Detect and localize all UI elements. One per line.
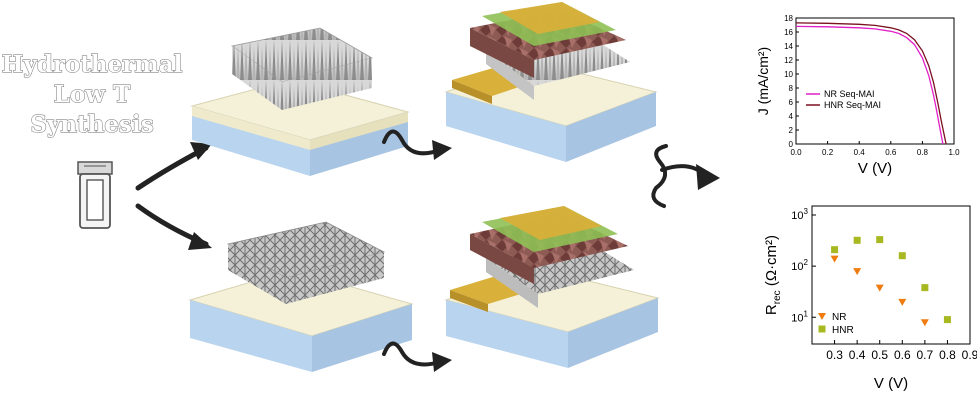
- jv-x-tick-label: 0.0: [790, 148, 802, 157]
- arrow-to-charts: [651, 144, 720, 208]
- jv-y-axis-label: J (mA/cm²): [755, 47, 771, 115]
- jv-y-tick-label: 0: [789, 140, 794, 149]
- rrec-x-tick-label: 0.3: [826, 348, 843, 362]
- jv-curve-chart: 0.0 0.2 0.4 0.6 0.8 1.0 0 2 4 6 8 10 12 14 16 18 NR Seq…: [755, 14, 960, 177]
- autoclave-icon: [77, 161, 113, 229]
- rrec-point-hnr: [818, 325, 826, 333]
- rrec-point-nr: [818, 313, 826, 320]
- rrec-x-tick-label: 0.4: [849, 348, 866, 362]
- rrec-point-hnr: [853, 236, 861, 244]
- jv-y-tick-label: 8: [789, 84, 794, 93]
- arrow-bottom-stage: [382, 341, 452, 372]
- rrec-y-tick-label: 102: [791, 258, 808, 273]
- rrec-legend: NR HNR: [818, 312, 854, 336]
- arrow-top-stage: [382, 129, 452, 160]
- rrec-plot-frame: [811, 205, 971, 345]
- rrec-legend-label: NR: [832, 312, 846, 323]
- rrec-x-tick-label: 0.5: [871, 348, 888, 362]
- rrec-point-nr: [830, 255, 839, 263]
- rrec-y-tick-label: 103: [791, 207, 808, 222]
- jv-x-tick-label: 0.6: [885, 148, 897, 157]
- rrec-point-hnr: [831, 246, 839, 254]
- hyperbranched-device-illustration: [444, 206, 660, 368]
- recombination-resistance-chart: 0.3 0.4 0.5 0.6 0.7 0.8 0.9 101 102 103 NR HNR V (…: [763, 205, 977, 392]
- jv-y-tick-label: 4: [789, 112, 794, 121]
- jv-y-tick-label: 12: [784, 56, 793, 65]
- rrec-x-axis-label: V (V): [874, 375, 908, 392]
- rrec-point-hnr: [921, 284, 929, 292]
- jv-x-tick-label: 1.0: [948, 148, 960, 157]
- jv-x-axis-label: V (V): [858, 160, 892, 177]
- rrec-x-tick-label: 0.8: [939, 348, 956, 362]
- jv-series-line-1: [795, 25, 944, 145]
- jv-y-tick-label: 14: [784, 42, 793, 51]
- title-line-3: Synthesis: [30, 111, 153, 138]
- jv-plot-frame: [795, 17, 955, 145]
- rrec-x-tick-label: 0.7: [917, 348, 934, 362]
- jv-legend-label: HNR Seq-MAI: [824, 100, 881, 110]
- nanorod-device-illustration: [444, 2, 658, 162]
- jv-x-tick-label: 0.2: [822, 148, 834, 157]
- jv-y-tick-label: 10: [784, 70, 793, 79]
- title-line-1: Hydrothermal: [2, 51, 183, 78]
- rrec-x-tick-label: 0.9: [962, 348, 977, 362]
- rrec-point-nr: [898, 298, 907, 306]
- rrec-point-nr: [875, 284, 884, 292]
- hyperbranched-substrate-illustration: [188, 221, 414, 372]
- jv-x-tick-label: 0.8: [917, 148, 929, 157]
- rrec-x-tick-label: 0.6: [894, 348, 911, 362]
- rrec-point-hnr: [876, 236, 884, 244]
- rrec-point-nr: [920, 319, 929, 327]
- arrow-to-nanorods: [135, 142, 212, 191]
- rrec-y-tick-label: 101: [791, 309, 808, 324]
- jv-y-tick-label: 6: [789, 98, 794, 107]
- jv-y-tick-label: 16: [784, 28, 793, 37]
- rrec-y-axis-label: Rrec (Ω·cm²): [763, 235, 783, 315]
- title-line-2: Low T: [54, 81, 130, 108]
- jv-x-tick-label: 0.4: [854, 148, 866, 157]
- jv-legend-label: NR Seq-MAI: [824, 89, 875, 99]
- rrec-point-hnr: [898, 252, 906, 260]
- jv-series-line-2: [795, 22, 947, 145]
- nanorod-substrate-illustration: [190, 27, 410, 176]
- rrec-legend-label: HNR: [832, 325, 854, 336]
- jv-y-tick-label: 2: [789, 126, 794, 135]
- rrec-point-hnr: [943, 316, 951, 324]
- arrow-to-hyperbranched: [135, 203, 212, 250]
- jv-y-tick-label: 18: [784, 14, 793, 23]
- rrec-point-nr: [853, 268, 862, 276]
